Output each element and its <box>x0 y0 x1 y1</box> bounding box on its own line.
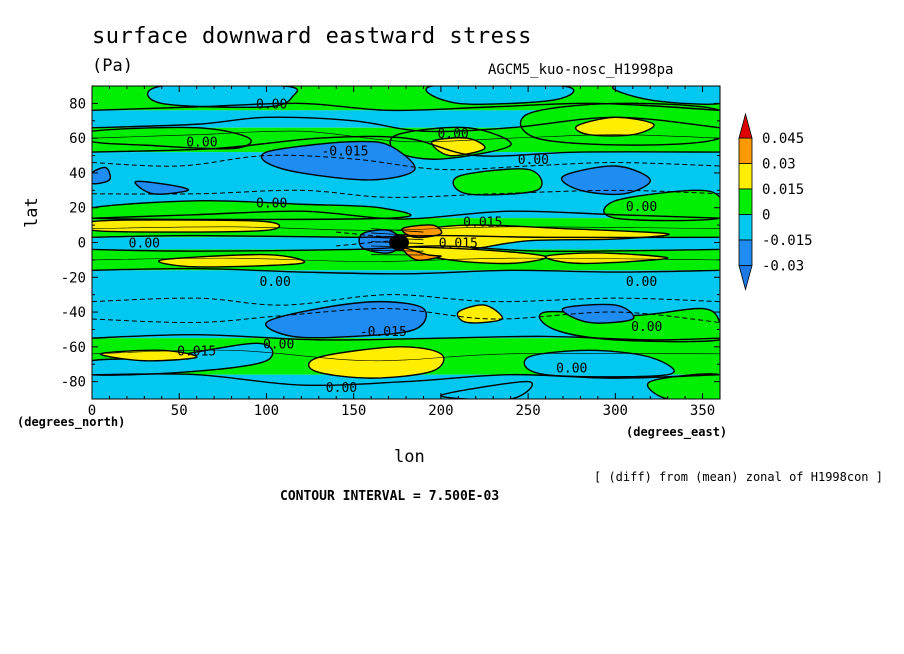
y-tick-label: 80 <box>69 96 86 112</box>
stress-region <box>100 349 198 362</box>
contour-label: -0.015 <box>321 144 368 159</box>
colorbar-label: 0 <box>762 208 770 224</box>
negative-contour <box>92 294 720 306</box>
x-tick-label: 150 <box>341 403 366 419</box>
contour-knot <box>389 234 410 251</box>
contour-line <box>371 232 424 237</box>
stress-region <box>452 168 543 196</box>
contour-label: 0.015 <box>439 237 478 252</box>
stress-region <box>646 373 720 399</box>
colorbar-label: 0.015 <box>762 182 804 198</box>
stress-region <box>146 86 299 108</box>
contour-line <box>92 257 720 262</box>
contour-line <box>92 210 720 220</box>
chart-units: (Pa) <box>92 56 133 76</box>
contour-label: 0.00 <box>260 275 291 290</box>
contour-line <box>371 228 424 233</box>
contour-label: 0.015 <box>463 216 502 231</box>
contour-label: 0.00 <box>256 97 287 112</box>
x-axis-label: lon <box>394 447 425 467</box>
y-tick-label: -80 <box>61 375 86 391</box>
stress-region <box>440 380 534 399</box>
contour-line <box>371 249 424 252</box>
contour-line <box>92 102 720 112</box>
y-tick-label: 20 <box>69 201 86 217</box>
contour-label: 0.00 <box>518 153 549 168</box>
contour-line <box>92 373 720 387</box>
colorbar-label: 0.03 <box>762 157 796 173</box>
x-tick-label: 0 <box>88 403 96 419</box>
contour-line <box>92 130 720 143</box>
stress-region <box>260 140 416 181</box>
contour-label: 0.00 <box>437 127 468 142</box>
contour-label: 0.00 <box>186 136 217 151</box>
contour-label: 0.00 <box>129 237 160 252</box>
contour-label: 0.00 <box>556 362 587 377</box>
run-name: AGCM5_kuo-nosc_H1998pa <box>488 62 674 78</box>
stress-region <box>265 300 428 339</box>
colorbar-label: -0.015 <box>762 233 813 249</box>
colorbar-box <box>738 163 753 190</box>
contour-label: 0.015 <box>177 344 216 359</box>
field-group: 0.00 0.00 -0.015 0.00 0.00 0.00 0.015 0.00 0.00 0… <box>92 86 720 399</box>
contour-line <box>92 116 720 133</box>
stress-region <box>544 252 669 265</box>
stress-region <box>134 180 190 195</box>
x-tick-label: 350 <box>690 403 715 419</box>
x-tick-label: 200 <box>428 403 453 419</box>
y-axis-unit: (degrees_north) <box>17 415 126 429</box>
x-axis-unit: (degrees_east) <box>626 425 728 439</box>
contour-label: 0.00 <box>631 320 662 335</box>
negative-contour <box>336 231 407 247</box>
contour-label: 0.00 <box>626 275 657 290</box>
y-tick-label: -60 <box>61 340 86 356</box>
stress-region <box>612 86 720 105</box>
diff-note: [ (diff) from (mean) zonal of H1998con ] <box>594 470 883 484</box>
stress-region <box>158 253 305 268</box>
x-tick-label: 250 <box>515 403 540 419</box>
y-tick-label: -40 <box>61 305 86 321</box>
contour-line <box>92 267 720 275</box>
colorbar-label: 0.045 <box>762 131 804 147</box>
y-tick-label: 40 <box>69 166 86 182</box>
stress-region <box>561 303 635 324</box>
stress-region <box>431 137 486 157</box>
contour-line <box>92 135 720 157</box>
stress-region <box>560 165 651 196</box>
stress-region <box>92 166 111 185</box>
stress-region <box>523 349 675 378</box>
contour-label: 0.00 <box>326 381 357 396</box>
chart-title: surface downward eastward stress <box>92 24 532 49</box>
y-tick-label: 60 <box>69 131 86 147</box>
negative-contour <box>92 154 720 171</box>
stress-region <box>92 219 281 233</box>
stress-region <box>307 346 445 379</box>
y-tick-label: 0 <box>78 236 86 252</box>
contour-line <box>92 333 720 341</box>
colorbar-box <box>738 239 753 266</box>
contour-label: 0.00 <box>626 200 657 215</box>
negative-contour <box>92 189 720 198</box>
contour-label: 0.00 <box>263 337 294 352</box>
contour-label: 0.00 <box>256 197 287 212</box>
colorbar-max-triangle <box>738 112 753 139</box>
negative-contour <box>92 308 720 324</box>
y-tick-label: -20 <box>61 270 86 286</box>
contour-label: -0.015 <box>360 325 407 340</box>
colorbar-box <box>738 188 753 215</box>
colorbar-box <box>738 214 753 241</box>
x-tick-label: 100 <box>254 403 279 419</box>
colorbar-min-triangle <box>738 265 753 292</box>
colorbar-box <box>738 137 753 164</box>
colorbar-label: -0.03 <box>762 259 804 275</box>
stress-region <box>425 86 575 105</box>
contour-line <box>92 226 720 231</box>
x-tick-label: 50 <box>171 403 188 419</box>
contour-line <box>92 349 720 362</box>
contour-interval: CONTOUR INTERVAL = 7.500E-03 <box>280 489 500 504</box>
x-tick-label: 300 <box>603 403 628 419</box>
stress-region <box>603 189 720 222</box>
